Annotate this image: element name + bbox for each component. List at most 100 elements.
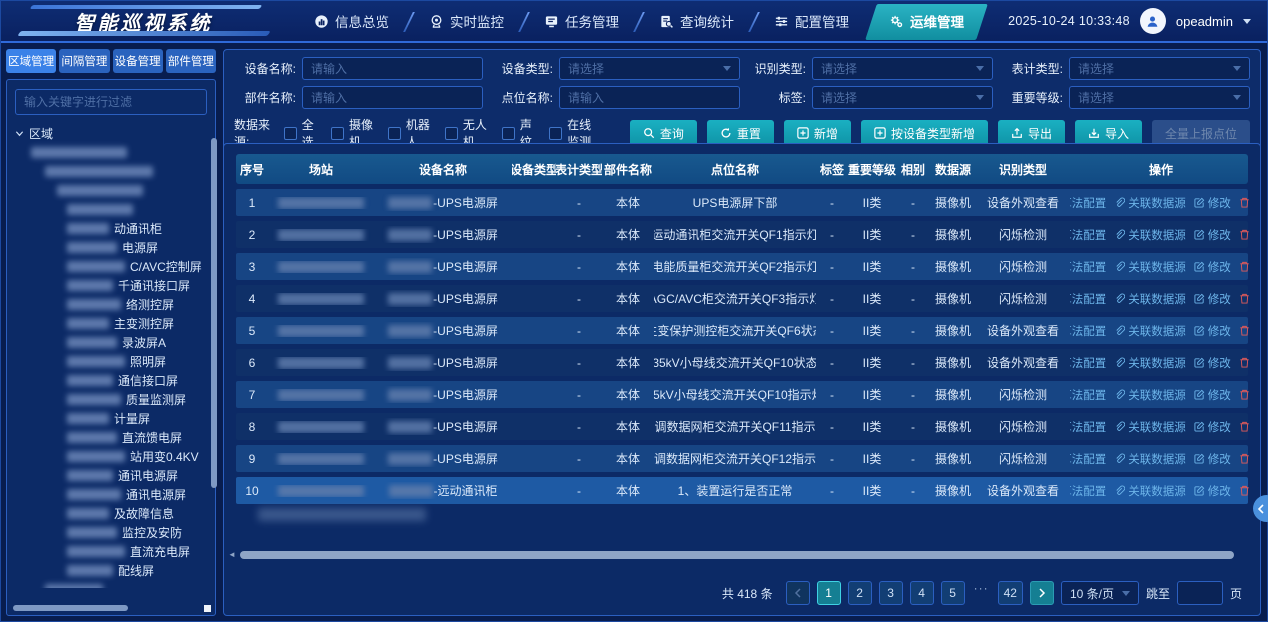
delete-link[interactable]: 删除 <box>1239 195 1252 211</box>
tree-node-device[interactable]: 主变测控屏 <box>15 314 207 333</box>
tree-node-device[interactable]: 通讯电源屏 <box>15 485 207 504</box>
edit-link[interactable]: 修改 <box>1194 451 1231 467</box>
algorithm-config-link[interactable]: 算法配置 <box>1070 323 1106 339</box>
tree-node-redacted[interactable] <box>15 580 207 588</box>
edit-link[interactable]: 修改 <box>1194 227 1231 243</box>
link-datasource-link[interactable]: 关联数据源 <box>1114 355 1186 371</box>
nav-item-4[interactable]: 配置管理 <box>754 1 869 41</box>
table-horizontal-scrollbar[interactable]: ◄ <box>228 551 1234 559</box>
tree-node-device[interactable]: C/AVC控制屏 <box>15 257 207 276</box>
tree-node-device[interactable]: 照明屏 <box>15 352 207 371</box>
tree-node-device[interactable]: 络测控屏 <box>15 295 207 314</box>
link-datasource-link[interactable]: 关联数据源 <box>1114 451 1186 467</box>
delete-link[interactable]: 删除 <box>1239 451 1252 467</box>
tree-node-device[interactable]: 千通讯接口屏 <box>15 276 207 295</box>
edit-link[interactable]: 修改 <box>1194 387 1231 403</box>
delete-link[interactable]: 删除 <box>1239 259 1252 275</box>
link-datasource-link[interactable]: 关联数据源 <box>1114 323 1186 339</box>
tree-node-device[interactable]: 直流充电屏 <box>15 542 207 561</box>
tree-root-node[interactable]: 区域 <box>15 124 207 143</box>
checkbox-icon[interactable] <box>387 126 401 140</box>
table-row[interactable]: 9 -UPS电源屏 - 本体 地调数据网柜交流开关QF12指示灯 - II类 -… <box>236 445 1249 472</box>
source-checkbox-2[interactable]: 机器人 <box>387 116 432 150</box>
export-button[interactable]: 导出 <box>997 120 1065 146</box>
import-button[interactable]: 导入 <box>1074 120 1142 146</box>
delete-link[interactable]: 删除 <box>1239 483 1252 499</box>
link-datasource-link[interactable]: 关联数据源 <box>1114 419 1186 435</box>
add-button[interactable]: 新增 <box>783 120 851 146</box>
tree-node-device[interactable]: 监控及安防 <box>15 523 207 542</box>
meter-type-select[interactable]: 请选择 <box>1069 57 1250 80</box>
table-row[interactable]: 8 -UPS电源屏 - 本体 省调数据网柜交流开关QF11指示灯 - II类 -… <box>236 413 1249 440</box>
tree-node-redacted[interactable] <box>15 181 207 200</box>
reset-button[interactable]: 重置 <box>706 120 774 146</box>
link-datasource-link[interactable]: 关联数据源 <box>1114 195 1186 211</box>
tree-node-redacted[interactable] <box>15 162 207 181</box>
table-row[interactable]: 7 -UPS电源屏 - 本体 35kV小母线交流开关QF10指示灯 - II类 … <box>236 381 1249 408</box>
recog-type-select[interactable]: 请选择 <box>812 57 993 80</box>
edit-link[interactable]: 修改 <box>1194 195 1231 211</box>
nav-item-3[interactable]: 查询统计 <box>639 1 754 41</box>
level-select[interactable]: 请选择 <box>1069 86 1250 109</box>
page-size-select[interactable]: 10 条/页 <box>1060 581 1139 605</box>
page-ellipsis[interactable]: ··· <box>973 581 989 595</box>
sidebar-tab-3[interactable]: 部件管理 <box>165 49 216 73</box>
page-number-button[interactable]: 4 <box>909 581 934 605</box>
page-number-button[interactable]: 2 <box>847 581 872 605</box>
tree-node-device[interactable]: 质量监测屏 <box>15 390 207 409</box>
tree-node-device[interactable]: 配线屏 <box>15 561 207 580</box>
tree-node-device[interactable]: 录波屏A <box>15 333 207 352</box>
device-type-select[interactable]: 请选择 <box>559 57 740 80</box>
nav-item-5[interactable]: 运维管理 <box>869 1 984 41</box>
point-name-input[interactable] <box>559 86 740 109</box>
delete-link[interactable]: 删除 <box>1239 419 1252 435</box>
page-number-button[interactable]: 5 <box>940 581 965 605</box>
report-all-points-button[interactable]: 全量上报点位 <box>1151 120 1250 146</box>
page-number-button[interactable]: 1 <box>816 581 841 605</box>
table-row[interactable]: 3 -UPS电源屏 - 本体 电能质量柜交流开关QF2指示灯 - II类 - 摄… <box>236 253 1249 280</box>
edit-link[interactable]: 修改 <box>1194 323 1231 339</box>
sidebar-tab-0[interactable]: 区域管理 <box>6 49 57 73</box>
delete-link[interactable]: 删除 <box>1239 355 1252 371</box>
checkbox-icon[interactable] <box>501 126 515 140</box>
tree-node-device[interactable]: 直流馈电屏 <box>15 428 207 447</box>
device-name-input[interactable] <box>302 57 483 80</box>
avatar[interactable] <box>1139 8 1166 34</box>
edit-link[interactable]: 修改 <box>1194 419 1231 435</box>
tree-filter-input[interactable] <box>15 89 207 115</box>
page-number-button[interactable]: 3 <box>878 581 903 605</box>
tree-horizontal-scrollbar[interactable] <box>13 605 199 611</box>
scrollbar-thumb[interactable] <box>240 551 1234 559</box>
tree-node-device[interactable]: 通讯电源屏 <box>15 466 207 485</box>
tree-node-device[interactable]: 计量屏 <box>15 409 207 428</box>
tree-node-device[interactable]: 及故障信息 <box>15 504 207 523</box>
algorithm-config-link[interactable]: 算法配置 <box>1070 451 1106 467</box>
link-datasource-link[interactable]: 关联数据源 <box>1114 483 1186 499</box>
table-row[interactable]: 4 -UPS电源屏 - 本体 AGC/AVC柜交流开关QF3指示灯 - II类 … <box>236 285 1249 312</box>
tree-node-redacted[interactable] <box>15 200 207 219</box>
algorithm-config-link[interactable]: 算法配置 <box>1070 195 1106 211</box>
page-number-button[interactable]: 42 <box>997 581 1023 605</box>
tree-vertical-scrollbar[interactable] <box>211 138 217 587</box>
scroll-left-icon[interactable]: ◄ <box>228 550 236 559</box>
nav-item-2[interactable]: 任务管理 <box>524 1 639 41</box>
algorithm-config-link[interactable]: 算法配置 <box>1070 355 1106 371</box>
sidebar-tab-2[interactable]: 设备管理 <box>112 49 163 73</box>
table-row[interactable]: 6 -UPS电源屏 - 本体 35kV小母线交流开关QF10状态 - II类 -… <box>236 349 1249 376</box>
table-row[interactable]: 1 -UPS电源屏 - 本体 UPS电源屏下部 - II类 - 摄像机 设备外观… <box>236 189 1249 216</box>
algorithm-config-link[interactable]: 算法配置 <box>1070 291 1106 307</box>
checkbox-icon[interactable] <box>283 126 297 140</box>
table-row[interactable]: 5 -UPS电源屏 - 本体 主变保护测控柜交流开关QF6状态 - II类 - … <box>236 317 1249 344</box>
algorithm-config-link[interactable]: 算法配置 <box>1070 259 1106 275</box>
algorithm-config-link[interactable]: 算法配置 <box>1070 419 1106 435</box>
nav-item-1[interactable]: 实时监控 <box>409 1 524 41</box>
checkbox-icon[interactable] <box>444 126 458 140</box>
delete-link[interactable]: 删除 <box>1239 323 1252 339</box>
prev-page-button[interactable] <box>785 581 810 605</box>
tag-select[interactable]: 请选择 <box>812 86 993 109</box>
edit-link[interactable]: 修改 <box>1194 259 1231 275</box>
tree-node-redacted[interactable] <box>15 143 207 162</box>
link-datasource-link[interactable]: 关联数据源 <box>1114 259 1186 275</box>
delete-link[interactable]: 删除 <box>1239 387 1252 403</box>
scrollbar-thumb[interactable] <box>211 138 217 489</box>
